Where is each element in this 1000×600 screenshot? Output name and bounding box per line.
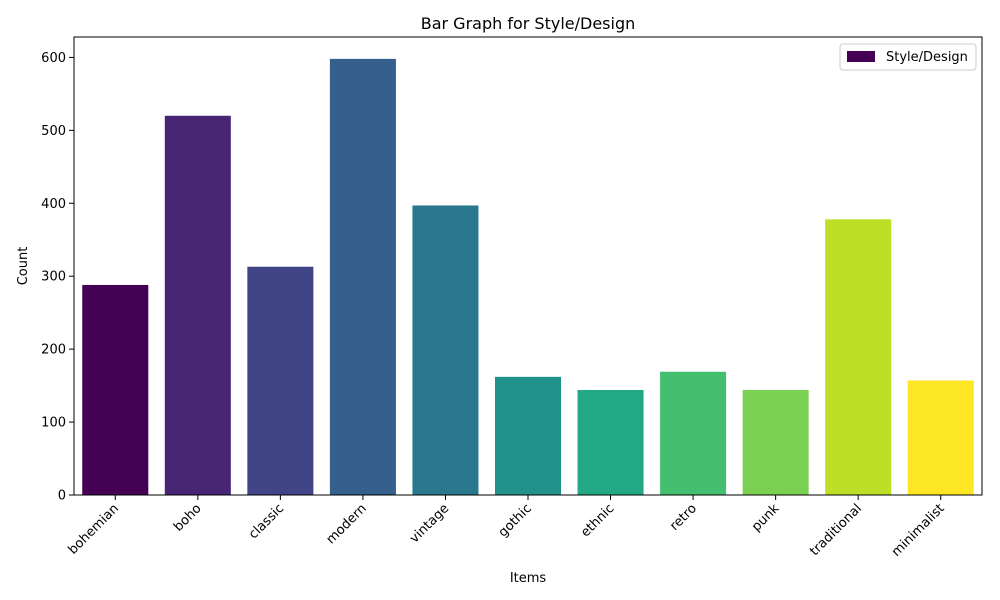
x-axis: bohemian boho classic modern vintage gothic et… [66, 495, 948, 560]
x-tick-label-minimalist: minimalist [889, 501, 948, 560]
bar-bohemian [82, 284, 149, 495]
bar-retro [660, 371, 727, 495]
x-tick-label-traditional: traditional [807, 501, 865, 559]
legend-box [839, 43, 977, 71]
chart-title: Bar Graph for Style/Design [421, 14, 636, 33]
bar-classic [247, 266, 314, 495]
x-tick-label-boho: boho [171, 501, 205, 535]
x-tick-label-bohemian: bohemian [66, 501, 123, 558]
y-axis-label: Count [16, 247, 31, 286]
bar-traditional [825, 219, 892, 496]
x-tick-label-retro: retro [667, 501, 700, 534]
bar-punk [742, 389, 809, 495]
bar-minimalist [907, 380, 974, 495]
y-tick-label: 300 [41, 270, 66, 285]
bars-group [82, 58, 974, 496]
x-tick-label-vintage: vintage [407, 501, 452, 546]
y-tick-label: 500 [41, 124, 66, 139]
bar-vintage [412, 205, 479, 496]
y-tick-label: 100 [41, 416, 66, 431]
y-tick-label: 0 [58, 489, 66, 504]
x-tick-label-punk: punk [749, 501, 783, 535]
y-tick-label: 400 [41, 197, 66, 212]
bar-boho [164, 115, 231, 495]
x-tick-label-classic: classic [246, 501, 287, 542]
x-tick-label-modern: modern [324, 501, 370, 547]
x-tick-label-ethnic: ethnic [578, 501, 617, 540]
legend-label: Style/Design [886, 50, 968, 65]
y-tick-label: 600 [41, 51, 66, 66]
y-tick-label: 200 [41, 343, 66, 358]
bar-gothic [494, 376, 562, 495]
x-tick-label-gothic: gothic [496, 501, 535, 540]
legend: Style/Design [839, 43, 977, 71]
bar-modern [329, 58, 396, 496]
plot-frame [73, 36, 983, 496]
x-axis-label: Items [510, 571, 547, 586]
legend-swatch [847, 51, 875, 62]
y-axis: 0 100 200 300 400 500 600 [41, 51, 74, 504]
bar-ethnic [577, 389, 644, 495]
